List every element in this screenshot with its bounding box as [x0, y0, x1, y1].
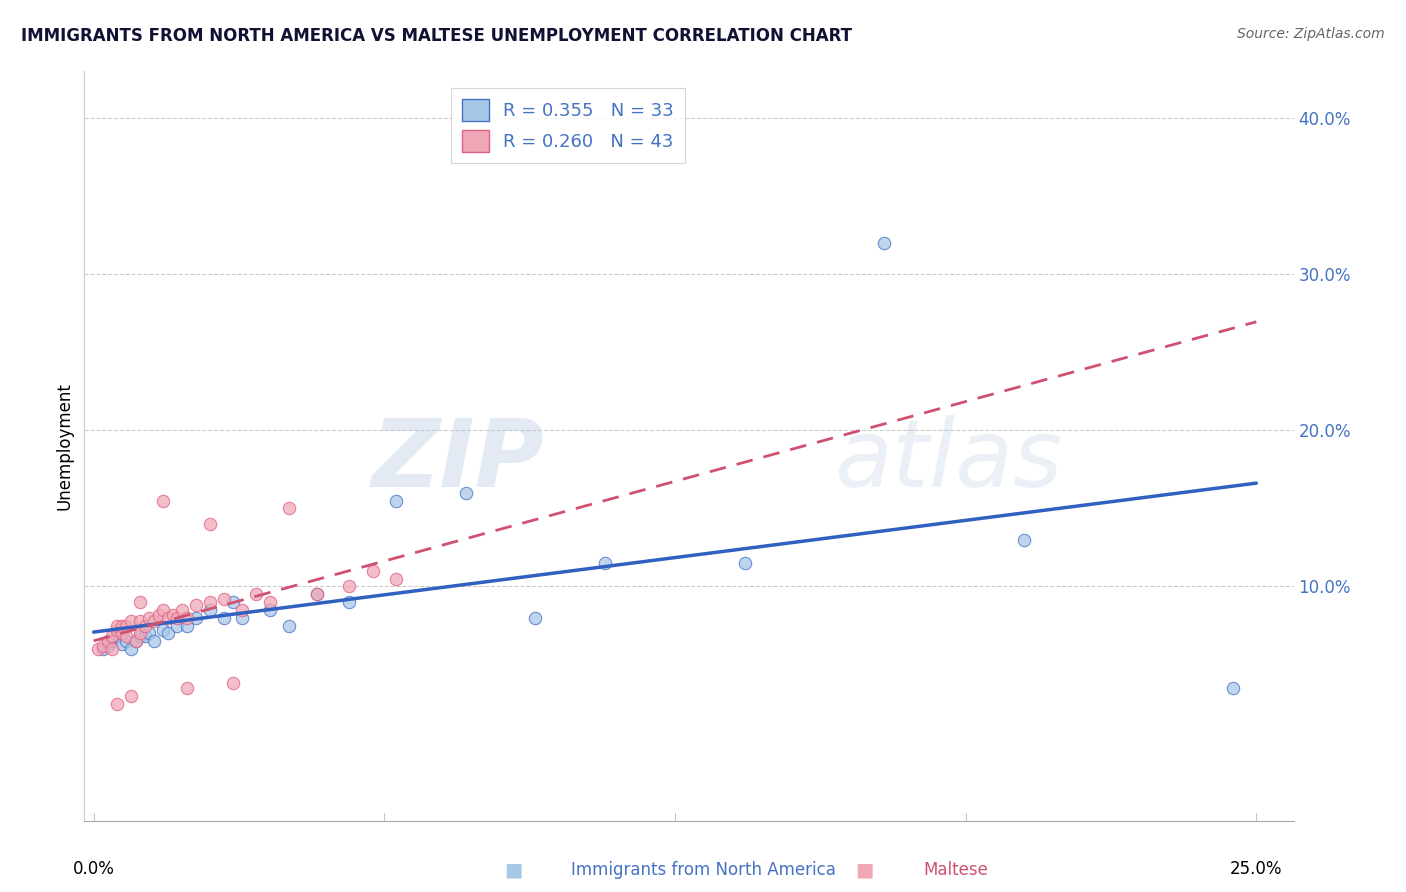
Text: Source: ZipAtlas.com: Source: ZipAtlas.com	[1237, 27, 1385, 41]
Point	[198, 603, 221, 617]
Point	[166, 611, 188, 625]
Point	[176, 681, 198, 695]
Point	[134, 618, 156, 632]
Point	[124, 634, 146, 648]
Point	[129, 614, 152, 628]
Point	[152, 493, 174, 508]
Point	[385, 572, 408, 586]
Point	[278, 618, 301, 632]
Point	[198, 517, 221, 532]
Point	[198, 595, 221, 609]
Point	[101, 642, 124, 657]
Point	[110, 618, 132, 632]
Point	[873, 235, 896, 250]
Point	[152, 603, 174, 617]
Point	[120, 642, 142, 657]
Point	[454, 485, 477, 500]
Point	[143, 634, 166, 648]
Point	[524, 611, 547, 625]
Point	[385, 493, 408, 508]
Point	[101, 630, 124, 644]
Point	[231, 603, 253, 617]
Point	[91, 639, 114, 653]
Point	[166, 618, 188, 632]
Point	[593, 556, 616, 570]
Text: Maltese: Maltese	[924, 861, 988, 879]
Text: IMMIGRANTS FROM NORTH AMERICA VS MALTESE UNEMPLOYMENT CORRELATION CHART: IMMIGRANTS FROM NORTH AMERICA VS MALTESE…	[21, 27, 852, 45]
Point	[105, 697, 128, 711]
Point	[134, 630, 156, 644]
Point	[734, 556, 756, 570]
Point	[361, 564, 384, 578]
Point	[97, 634, 120, 648]
Point	[176, 611, 198, 625]
Text: 25.0%: 25.0%	[1230, 860, 1282, 878]
Point	[110, 626, 132, 640]
Point	[105, 623, 128, 637]
Text: ■: ■	[503, 860, 523, 880]
Text: Immigrants from North America: Immigrants from North America	[571, 861, 835, 879]
Point	[231, 611, 253, 625]
Point	[138, 626, 160, 640]
Text: 0.0%: 0.0%	[73, 860, 115, 878]
Point	[1012, 533, 1035, 547]
Point	[305, 587, 328, 601]
Point	[184, 599, 207, 613]
Text: atlas: atlas	[834, 416, 1063, 507]
Point	[148, 607, 170, 622]
Y-axis label: Unemployment: Unemployment	[55, 382, 73, 510]
Text: ZIP: ZIP	[371, 415, 544, 507]
Point	[115, 618, 138, 632]
Point	[212, 592, 235, 607]
Point	[129, 626, 152, 640]
Point	[222, 676, 245, 690]
Point	[339, 580, 361, 594]
Point	[212, 611, 235, 625]
Point	[157, 611, 180, 625]
Point	[115, 630, 138, 644]
Legend: R = 0.355   N = 33, R = 0.260   N = 43: R = 0.355 N = 33, R = 0.260 N = 43	[451, 88, 685, 162]
Point	[115, 634, 138, 648]
Point	[305, 587, 328, 601]
Point	[157, 626, 180, 640]
Point	[278, 501, 301, 516]
Point	[138, 611, 160, 625]
Point	[245, 587, 267, 601]
Point	[143, 614, 166, 628]
Point	[152, 623, 174, 637]
Point	[259, 595, 281, 609]
Point	[129, 630, 152, 644]
Point	[87, 642, 110, 657]
Point	[97, 639, 120, 653]
Point	[1222, 681, 1244, 695]
Point	[105, 618, 128, 632]
Point	[170, 603, 193, 617]
Point	[184, 611, 207, 625]
Point	[124, 634, 146, 648]
Point	[110, 637, 132, 651]
Point	[101, 634, 124, 648]
Point	[105, 630, 128, 644]
Point	[91, 642, 114, 657]
Text: ■: ■	[855, 860, 875, 880]
Point	[176, 618, 198, 632]
Point	[222, 595, 245, 609]
Point	[120, 614, 142, 628]
Point	[129, 595, 152, 609]
Point	[339, 595, 361, 609]
Point	[120, 689, 142, 703]
Point	[259, 603, 281, 617]
Point	[162, 607, 184, 622]
